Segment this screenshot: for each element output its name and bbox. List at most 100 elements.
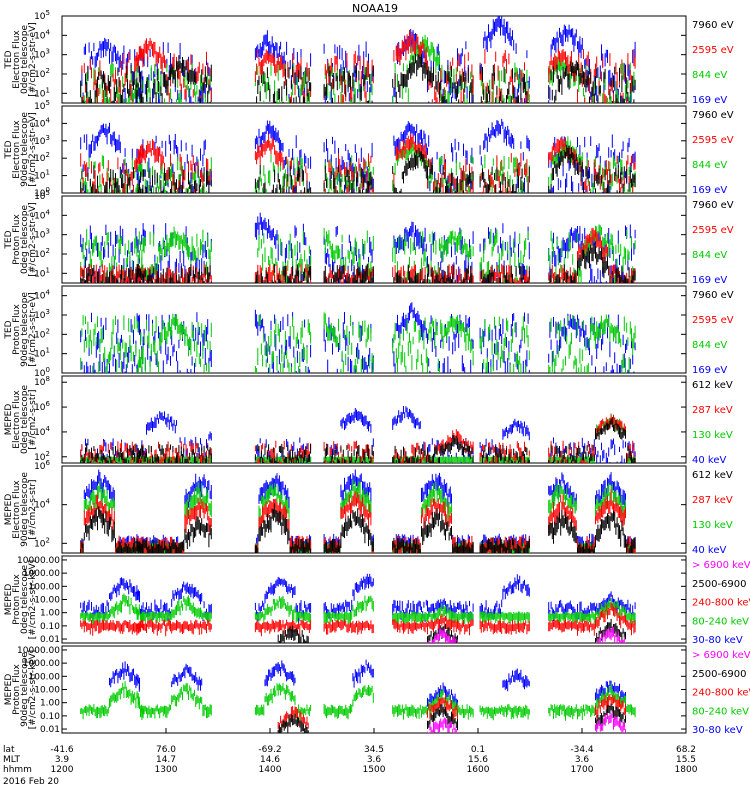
series-612-kev — [80, 503, 636, 553]
y-axis-label: 90deg telescope — [20, 292, 30, 367]
y-axis-label: TED — [4, 230, 14, 249]
legend-entry: 169 eV — [692, 365, 727, 376]
legend-entry: 30-80 keV — [692, 725, 743, 736]
y-axis-label: Electron Flux — [12, 30, 22, 89]
legend-entry: 169 eV — [692, 95, 727, 106]
y-axis-label: [#/cm2-s-str-eV] — [28, 112, 38, 187]
y-axis-label: [#/cm2-s-str-eV] — [28, 202, 38, 277]
legend-entry: 844 eV — [692, 250, 727, 261]
y-axis-label: [#/cm2-s-str] — [28, 389, 38, 449]
series--6900-kev — [427, 711, 626, 733]
series-7960-ev — [80, 144, 636, 193]
x-axis-row-label: lat — [3, 745, 15, 755]
y-axis-label: MEPED — [4, 494, 14, 526]
legend-entry: 612 keV — [692, 470, 733, 481]
x-tick-label: 1500 — [363, 765, 386, 775]
y-axis-label: Proton Flux — [12, 214, 22, 265]
series-240-800-kev — [80, 602, 636, 637]
x-tick-label: 76.0 — [156, 745, 176, 755]
x-tick-label: 68.2 — [676, 745, 696, 755]
x-tick-label: 1300 — [155, 765, 178, 775]
y-tick-label: 105 — [34, 9, 50, 22]
legend-entry: 30-80 keV — [692, 635, 743, 646]
legend-entry: 130 keV — [692, 430, 733, 441]
series--6900-kev — [427, 626, 626, 643]
legend-entry: 844 eV — [692, 160, 727, 171]
y-tick-label: 10.00 — [34, 686, 60, 696]
legend-entry: 2595 eV — [692, 45, 734, 56]
y-axis-label: TED — [4, 140, 14, 159]
series-844-ev — [80, 312, 636, 373]
x-tick-label: 15.5 — [676, 755, 696, 765]
panel-frame — [61, 465, 687, 554]
series-7960-ev — [80, 54, 636, 103]
y-axis-label: Proton Flux — [12, 574, 22, 625]
legend-entry: 40 keV — [692, 545, 726, 556]
series-80-240-kev — [80, 681, 636, 721]
x-tick-label: 1700 — [571, 765, 594, 775]
legend-entry: 2595 eV — [692, 225, 734, 236]
x-tick-label: 1200 — [51, 765, 74, 775]
y-axis-label: Proton Flux — [12, 664, 22, 715]
legend-entry: 80-240 keV — [692, 706, 749, 717]
legend-entry: 287 keV — [692, 495, 733, 506]
panel-8: 0.01 0.10 1.00 10.00 100.00 1000.00 10000.00 ME… — [4, 645, 750, 736]
panel-frame — [61, 285, 687, 374]
y-tick-label: 100.00 — [29, 582, 61, 592]
y-axis-label: [#/cm2-s-str-keV] — [28, 650, 38, 729]
legend-entry: 169 eV — [692, 275, 727, 286]
panel-frame — [61, 15, 687, 104]
panel-frame — [61, 195, 687, 284]
y-tick-label: 0.10 — [40, 622, 60, 632]
y-axis-label: [#/cm2-s-str-eV] — [28, 292, 38, 367]
y-tick-label: 1000.00 — [23, 569, 60, 579]
legend-entry: 2500-6900 — [692, 669, 747, 680]
legend-entry: 7960 eV — [692, 20, 734, 31]
y-axis-label: TED — [4, 50, 14, 69]
y-tick-label: 10000.00 — [17, 646, 60, 656]
y-tick-label: 0.10 — [40, 712, 60, 722]
legend-entry: 7960 eV — [692, 200, 734, 211]
legend-entry: 612 keV — [692, 380, 733, 391]
panel-frame — [61, 105, 687, 194]
y-axis-label: MEPED — [4, 584, 14, 616]
y-tick-label: 10.00 — [34, 596, 60, 606]
y-tick-label: 1000.00 — [23, 659, 60, 669]
legend-entry: > 6900 keV — [692, 650, 750, 661]
y-axis-label: [#/cm2-s-str-keV] — [28, 560, 38, 639]
y-tick-label: 0.01 — [40, 725, 60, 735]
x-tick-label: 1400 — [259, 765, 282, 775]
legend-entry: 169 eV — [692, 185, 727, 196]
legend-entry: 844 eV — [692, 70, 727, 81]
x-tick-label: 1600 — [467, 765, 490, 775]
y-axis-label: 0deg telescope — [20, 385, 30, 455]
x-tick-label: 3.6 — [575, 755, 590, 765]
series-612-kev — [80, 417, 636, 463]
x-tick-label: 0.1 — [471, 745, 485, 755]
y-axis-label: Electron Flux — [12, 120, 22, 179]
series-287-kev — [80, 414, 636, 463]
x-tick-label: 34.5 — [364, 745, 384, 755]
x-tick-label: -41.6 — [50, 745, 74, 755]
y-tick-label: 1.00 — [40, 699, 60, 709]
x-tick-label: 1800 — [675, 765, 698, 775]
legend-entry: 240-800 keV — [692, 688, 750, 699]
y-axis-label: 90deg telescope — [20, 112, 30, 187]
x-axis-row-label: MLT — [3, 755, 21, 765]
x-tick-label: -34.4 — [570, 745, 594, 755]
x-tick-label: 14.6 — [260, 755, 280, 765]
y-axis-label: Proton Flux — [12, 304, 22, 355]
legend-entry: 7960 eV — [692, 290, 734, 301]
figure-title: NOAA19 — [352, 2, 398, 15]
legend-entry: 240-800 keV — [692, 598, 750, 609]
legend-entry: 844 eV — [692, 340, 727, 351]
x-tick-label: 3.9 — [55, 755, 70, 765]
